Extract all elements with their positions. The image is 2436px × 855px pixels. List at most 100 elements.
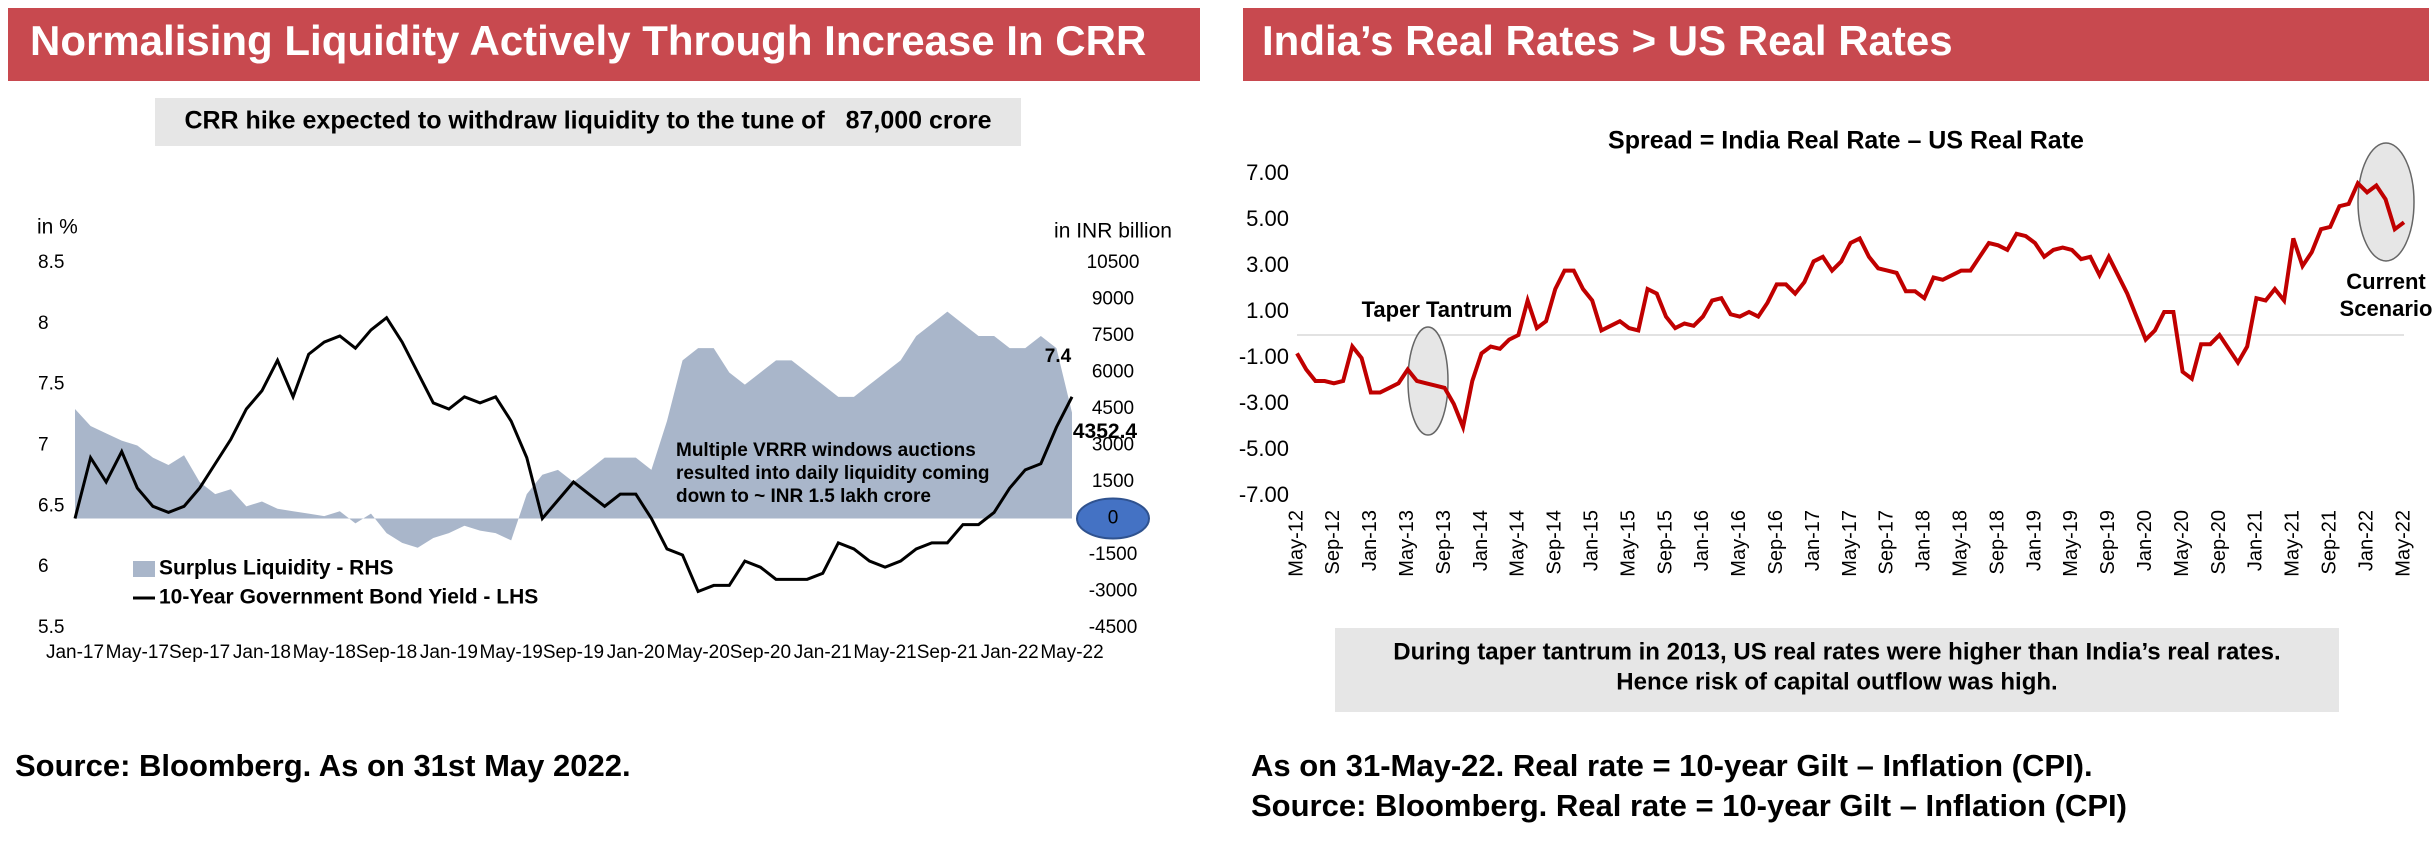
y-tick-label: 7.00 [1246,160,1289,185]
y-tick-label: 7.5 [38,374,64,395]
x-tick-label: May-19 [2060,510,2082,577]
y-tick-label: 5.5 [38,617,64,638]
x-tick-label: Jan-18 [1913,510,1935,571]
y-tick-label: 3.00 [1246,252,1289,277]
y2-tick-label: 6000 [1092,362,1134,383]
yield-line [73,315,1074,594]
left-header: Normalising Liquidity Actively Through I… [30,17,1146,64]
y-tick-label: 8.5 [38,252,64,273]
x-tick-label: Jan-18 [233,642,291,663]
y2-axis-label: in INR billion [1054,220,1172,243]
y2-tick-label: 10500 [1087,252,1140,273]
footer-line: As on 31-May-22. Real rate = 10-year Gil… [1251,748,2093,783]
x-tick-label: May-13 [1396,510,1418,577]
value-label: 7.4 [1045,346,1072,367]
x-tick-label: May-20 [666,642,729,663]
left-header-bar [8,8,1200,81]
highlight [1076,497,1150,540]
x-tick-label: May-15 [1617,510,1639,577]
note-line: During taper tantrum in 2013, US real ra… [1393,638,2280,665]
x-tick-label: Sep-18 [356,642,417,663]
y2-tick-label: 3000 [1092,435,1134,456]
spread-line [1295,179,2406,434]
annotation: Taper Tantrum [1362,297,1513,322]
footer-line: Source: Bloomberg. Real rate = 10-year G… [1251,788,2127,823]
chart-title: Spread = India Real Rate – US Real Rate [1608,127,2084,155]
y-tick-label: -7.00 [1239,482,1289,507]
x-tick-label: May-12 [1285,510,1307,577]
legend-label: 10-Year Government Bond Yield - LHS [159,586,538,609]
x-tick-label: Sep-16 [1765,510,1787,575]
y-tick-label: 8 [38,313,49,334]
x-tick-label: May-21 [2282,510,2304,577]
x-tick-label: Jan-19 [420,642,478,663]
x-tick-label: Sep-19 [543,642,604,663]
x-tick-label: Sep-17 [1876,510,1898,575]
y-tick-label: 6.5 [38,495,64,516]
x-tick-label: Jan-21 [2245,510,2267,571]
annotation: down to ~ INR 1.5 lakh crore [676,486,931,507]
left-source: Source: Bloomberg. As on 31st May 2022. [15,748,631,783]
chart-subtitle: CRR hike expected to withdraw liquidity … [184,107,991,135]
x-tick-label: Sep-12 [1322,510,1344,575]
note-line: Hence risk of capital outflow was high. [1616,668,2057,695]
annotation: Current [2346,269,2426,294]
x-tick-label: Jan-22 [981,642,1039,663]
annotation: resulted into daily liquidity coming [676,463,990,484]
x-tick-label: Jan-15 [1580,510,1602,571]
highlight [1407,326,1449,436]
right-header: India’s Real Rates > US Real Rates [1262,17,1953,64]
x-tick-label: Jan-21 [794,642,852,663]
y2-tick-label: 1500 [1092,471,1134,492]
x-tick-label: May-17 [1839,510,1861,577]
y-tick-label: -3.00 [1239,390,1289,415]
y-tick-label: -1.00 [1239,344,1289,369]
subtitle-box [155,98,1021,146]
y2-tick-label: 7500 [1092,325,1134,346]
y-tick-label: 6 [38,556,49,577]
x-tick-label: Sep-15 [1654,510,1676,575]
x-tick-label: May-18 [293,642,356,663]
x-tick-label: Jan-19 [2023,510,2045,571]
x-tick-label: Jan-22 [2355,510,2377,571]
x-tick-label: May-14 [1507,510,1529,577]
x-tick-label: Sep-17 [169,642,230,663]
y2-tick-label: 9000 [1092,289,1134,310]
legend-label: Surplus Liquidity - RHS [159,557,394,580]
legend-swatch [133,561,155,577]
liquidity-area [75,311,1072,548]
y-tick-label: 7 [38,435,49,456]
y2-tick-label: -1500 [1089,544,1138,565]
x-tick-label: May-22 [2392,510,2414,577]
x-tick-label: May-22 [1040,642,1103,663]
x-tick-label: Sep-20 [2208,510,2230,575]
x-tick-label: Jan-13 [1359,510,1381,571]
x-tick-label: May-19 [480,642,543,663]
value-label: 4352.4 [1073,420,1138,443]
annotation: Multiple VRRR windows auctions [676,440,976,461]
x-tick-label: May-20 [2171,510,2193,577]
x-tick-label: May-18 [1949,510,1971,577]
y2-tick-label: -3000 [1089,581,1138,602]
y2-tick-label: 0 [1108,508,1119,529]
x-tick-label: Sep-21 [2318,510,2340,575]
x-tick-label: Sep-14 [1544,510,1566,575]
x-tick-label: Sep-18 [1986,510,2008,575]
y-tick-label: 5.00 [1246,206,1289,231]
x-tick-label: Sep-21 [917,642,978,663]
y-axis-label: in % [37,216,78,239]
x-tick-label: Sep-20 [730,642,791,663]
x-tick-label: Sep-19 [2097,510,2119,575]
x-tick-label: May-17 [106,642,169,663]
x-tick-label: Jan-20 [607,642,665,663]
note-box [1335,628,2339,712]
x-tick-label: May-21 [853,642,916,663]
y2-tick-label: -4500 [1089,617,1138,638]
x-tick-label: Jan-16 [1691,510,1713,571]
x-tick-label: Sep-13 [1433,510,1455,575]
y-tick-label: 1.00 [1246,298,1289,323]
x-tick-label: Jan-20 [2134,510,2156,571]
y2-tick-label: 4500 [1092,398,1134,419]
x-tick-label: May-16 [1728,510,1750,577]
